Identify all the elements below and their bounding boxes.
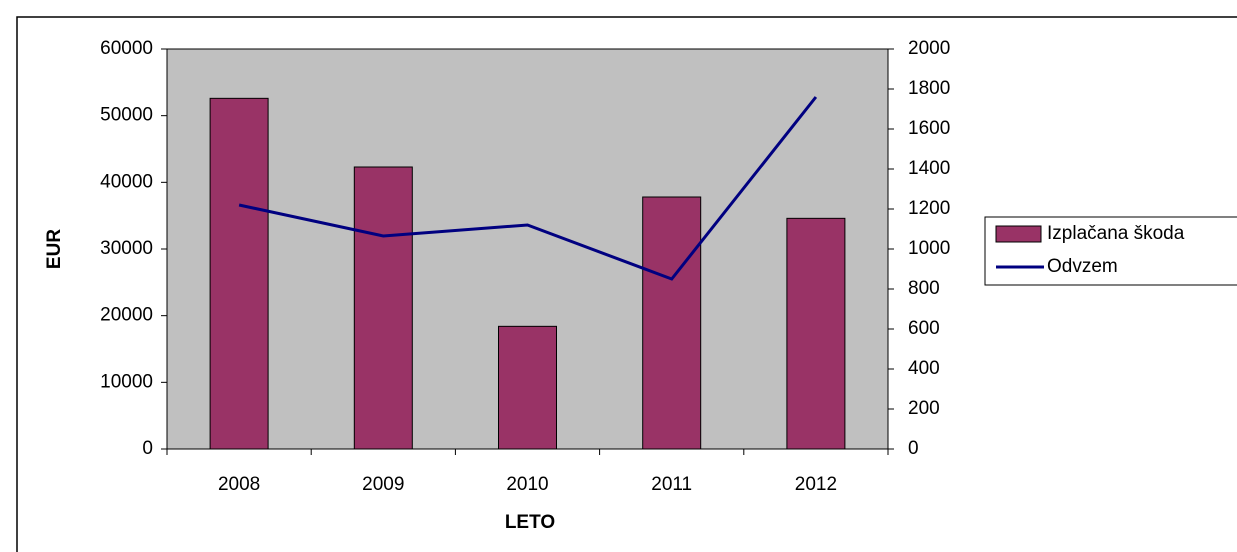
y-tick-label: 10000	[100, 371, 153, 392]
y-tick-label: 30000	[100, 238, 153, 259]
y2-tick-label: 1600	[908, 118, 950, 139]
y2-tick-label: 1400	[908, 158, 950, 179]
bar	[353, 166, 413, 450]
x-tick-label: 2012	[795, 474, 837, 495]
x-tick-label: 2009	[362, 474, 404, 495]
y2-tick-label: 200	[908, 398, 940, 419]
x-axis-label: LETO	[505, 512, 555, 533]
y-tick-label: 60000	[100, 38, 153, 59]
bar	[498, 325, 557, 450]
y2-tick-label: 0	[908, 438, 919, 459]
x-tick-label: 2008	[218, 474, 260, 495]
bar	[786, 217, 846, 450]
y2-tick-label: 800	[908, 278, 940, 299]
y-axis-label: EUR	[44, 229, 65, 269]
y-tick-label: 20000	[100, 305, 153, 326]
y-tick-label: 0	[142, 438, 153, 459]
bar	[209, 97, 269, 450]
line	[238, 96, 818, 281]
y-tick-label: 40000	[100, 171, 153, 192]
y-tick-label: 50000	[100, 105, 153, 126]
bar	[642, 196, 702, 450]
legend-label: Odvzem	[1047, 256, 1118, 277]
y2-tick-label: 2000	[908, 38, 950, 59]
y2-tick-label: 1200	[908, 198, 950, 219]
y2-tick-label: 600	[908, 318, 940, 339]
legend-label: Izplačana škoda	[1047, 223, 1185, 244]
y2-tick-label: 1800	[908, 78, 950, 99]
legend-swatch	[995, 225, 1042, 243]
y2-tick-label: 1000	[908, 238, 950, 259]
x-tick-label: 2010	[506, 474, 548, 495]
x-tick-label: 2011	[651, 474, 692, 495]
y2-tick-label: 400	[908, 358, 940, 379]
